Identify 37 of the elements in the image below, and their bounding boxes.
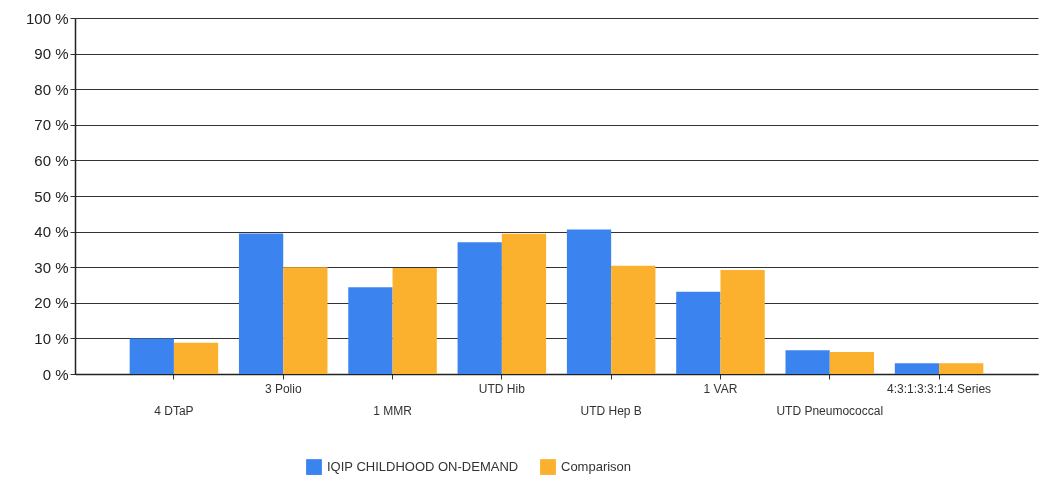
bar bbox=[829, 351, 875, 374]
legend-label: IQIP CHILDHOOD ON-DEMAND bbox=[327, 459, 519, 475]
bar bbox=[348, 287, 393, 374]
bar bbox=[238, 233, 284, 374]
bar bbox=[939, 363, 984, 374]
y-tick-label: 30 % bbox=[34, 258, 69, 276]
y-tick-label: 40 % bbox=[34, 223, 69, 241]
bar bbox=[129, 338, 174, 374]
y-tick-label: 0 % bbox=[42, 365, 69, 383]
x-tick-label: 4 DTaP bbox=[154, 403, 194, 418]
x-tick-label: UTD Hib bbox=[478, 381, 526, 396]
y-tick-label: 50 % bbox=[34, 187, 69, 205]
bar bbox=[392, 267, 437, 374]
bar bbox=[501, 233, 547, 374]
y-tick-label: 10 % bbox=[34, 329, 69, 347]
bar bbox=[785, 350, 830, 374]
bar bbox=[611, 265, 656, 374]
x-tick-label: 4:3:1:3:3:1:4 Series bbox=[887, 381, 992, 396]
y-tick-label: 60 % bbox=[34, 151, 69, 169]
y-tick-label: 20 % bbox=[34, 294, 69, 312]
y-tick-label: 90 % bbox=[34, 45, 69, 63]
x-tick-label: UTD Hep B bbox=[580, 403, 642, 418]
bar bbox=[457, 242, 502, 374]
bar bbox=[283, 267, 328, 374]
bar bbox=[173, 342, 219, 374]
y-tick-label: 70 % bbox=[34, 116, 69, 134]
bar bbox=[894, 363, 940, 374]
bar bbox=[720, 270, 765, 374]
bar bbox=[566, 229, 612, 374]
legend-label: Comparison bbox=[561, 459, 632, 475]
x-tick-label: 1 VAR bbox=[703, 381, 738, 396]
x-tick-label: 1 MMR bbox=[373, 403, 413, 418]
y-tick-label: 100 % bbox=[25, 9, 69, 27]
x-tick-label: 3 Polio bbox=[264, 381, 302, 396]
x-tick-label: UTD Pneumococcal bbox=[776, 403, 884, 418]
y-tick-label: 80 % bbox=[34, 80, 69, 98]
bar bbox=[676, 291, 721, 374]
